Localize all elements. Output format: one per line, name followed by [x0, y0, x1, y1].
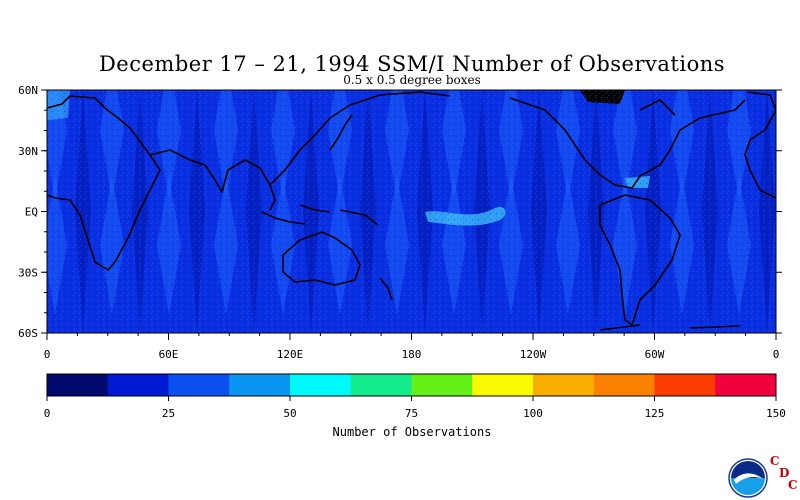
coastline [47, 95, 161, 271]
colorbar-swatch [47, 374, 109, 396]
lon-label: 0 [773, 348, 780, 361]
lat-label: 30N [18, 145, 38, 158]
coastline [744, 91, 776, 199]
colorbar-swatch [107, 374, 169, 396]
map-area [47, 90, 776, 333]
lon-label: 120W [520, 348, 547, 361]
colorbar-tick-label: 75 [405, 407, 418, 420]
coastline [329, 114, 353, 151]
colorbar-swatch [168, 374, 230, 396]
colorbar-swatch [229, 374, 291, 396]
lon-label: 60W [645, 348, 665, 361]
lon-label: 60E [159, 348, 179, 361]
page-title: December 17 – 21, 1994 SSM/I Number of O… [98, 52, 726, 76]
colorbar-tick-labels: 0 25 50 75 100 125 150 [44, 396, 786, 420]
noaa-logo-icon [728, 458, 768, 498]
colorbar-swatch [472, 374, 534, 396]
lon-axis-labels: 0 60E 120E 180 120W 60W 0 [44, 348, 780, 361]
colorbar-swatch [715, 374, 777, 396]
coastline [261, 204, 379, 226]
colorbar-tick-label: 125 [645, 407, 665, 420]
page-subtitle: 0.5 x 0.5 degree boxes [343, 73, 481, 87]
lat-label: EQ [25, 206, 38, 219]
logo-letter-c2: C [788, 478, 798, 492]
colorbar-tick-label: 100 [523, 407, 543, 420]
logo-letter-c1: C [770, 454, 780, 468]
colorbar-title: Number of Observations [332, 425, 492, 439]
lon-label: 0 [44, 348, 51, 361]
colorbar-tick-label: 25 [162, 407, 175, 420]
coastline [149, 149, 276, 211]
colorbar-swatch [290, 374, 352, 396]
coastline [599, 324, 741, 331]
lon-label: 180 [402, 348, 422, 361]
colorbar-tick-label: 50 [283, 407, 296, 420]
lat-label: 60N [18, 84, 38, 97]
logo-area: C D C [728, 454, 798, 498]
lat-label: 30S [18, 266, 38, 279]
colorbar-swatch [593, 374, 655, 396]
coastline [509, 97, 746, 189]
coastline [282, 231, 361, 286]
colorbar-swatch [533, 374, 595, 396]
colorbar-swatch [654, 374, 716, 396]
coastlines [47, 91, 776, 331]
colorbar-tick-label: 0 [44, 407, 51, 420]
coastline [379, 277, 393, 301]
colorbar-swatch [411, 374, 473, 396]
logo-letter-d: D [779, 466, 790, 480]
colorbar [46, 373, 777, 397]
colorbar-tick-label: 150 [766, 407, 786, 420]
lat-axis-labels: 60N 30N EQ 30S 60S [18, 84, 38, 340]
coastline [269, 91, 451, 186]
lat-label: 60S [18, 327, 38, 340]
coastline [639, 99, 676, 116]
colorbar-swatch [350, 374, 412, 396]
axis-ticks [41, 89, 782, 340]
lon-label: 120E [277, 348, 304, 361]
coastline [599, 194, 681, 326]
